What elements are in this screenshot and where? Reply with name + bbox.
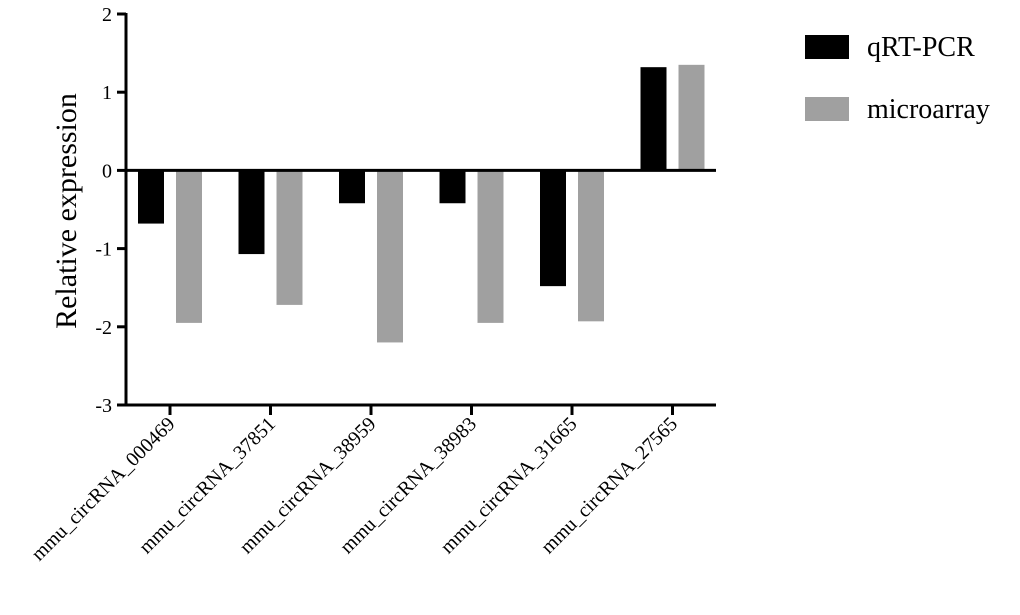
y-tick-label: -3 <box>95 395 112 417</box>
y-tick-label: 1 <box>102 82 112 104</box>
bars-group <box>138 64 705 343</box>
bar-microarray-2 <box>276 170 303 305</box>
bar-qrt-pcr-4 <box>439 170 466 204</box>
bar-microarray-6 <box>678 64 705 171</box>
y-tick-label: -2 <box>95 317 112 339</box>
bar-qrt-pcr-6 <box>640 67 667 171</box>
y-tick-label: 2 <box>102 4 112 26</box>
bar-qrt-pcr-3 <box>339 170 365 204</box>
legend: qRT-PCR microarray <box>805 32 990 125</box>
legend-swatch-microarray <box>805 97 849 121</box>
legend-swatch-qrt-pcr <box>805 35 849 59</box>
legend-label: microarray <box>867 94 990 125</box>
y-tick-label: 0 <box>102 160 112 182</box>
bar-qrt-pcr-1 <box>138 170 164 224</box>
axes-group: 210-1-2-3mmu_circRNA_000469mmu_circRNA_3… <box>27 4 716 565</box>
bar-microarray-3 <box>377 170 403 343</box>
bar-microarray-4 <box>477 170 504 323</box>
legend-label: qRT-PCR <box>867 32 975 63</box>
y-tick-label: -1 <box>95 239 112 261</box>
bar-microarray-5 <box>578 170 604 322</box>
y-axis-label: Relative expression <box>50 93 83 329</box>
bar-microarray-1 <box>176 170 202 323</box>
bar-qrt-pcr-5 <box>540 170 566 287</box>
bar-qrt-pcr-2 <box>238 170 265 255</box>
